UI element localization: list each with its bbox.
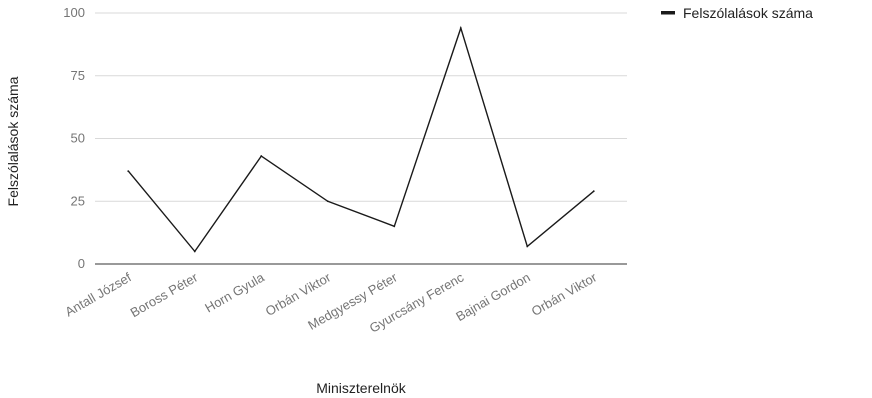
data-point [260, 155, 263, 157]
y-tick-label: 50 [71, 131, 85, 146]
x-tick-label: Antall József [62, 269, 134, 319]
x-tick-label: Orbán Viktor [529, 269, 600, 319]
x-tick-label: Bajnai Gordon [453, 270, 532, 325]
data-point [127, 170, 130, 173]
x-axis-title: Miniszterelnök [316, 380, 406, 396]
x-tick-label: Boross Péter [128, 269, 201, 320]
data-point [393, 225, 396, 228]
series-line [127, 25, 595, 253]
data-point [193, 250, 196, 253]
y-tick-label: 25 [71, 193, 85, 208]
y-tick-label: 0 [78, 256, 85, 271]
legend: Felszólalások száma [661, 5, 813, 21]
data-point [459, 27, 462, 29]
x-tick-label: Horn Gyula [202, 269, 267, 315]
data-point [326, 200, 329, 203]
legend-label: Felszólalások száma [683, 5, 813, 21]
y-axis-ticks: 0 25 50 75 100 [63, 5, 85, 271]
data-point [592, 190, 595, 193]
y-tick-label: 75 [71, 68, 85, 83]
y-axis-title: Felszólalások száma [5, 76, 21, 206]
y-tick-label: 100 [63, 5, 85, 20]
series-lines [127, 25, 595, 253]
legend-swatch [661, 11, 675, 15]
gridlines [95, 12, 627, 202]
data-point [526, 245, 529, 248]
